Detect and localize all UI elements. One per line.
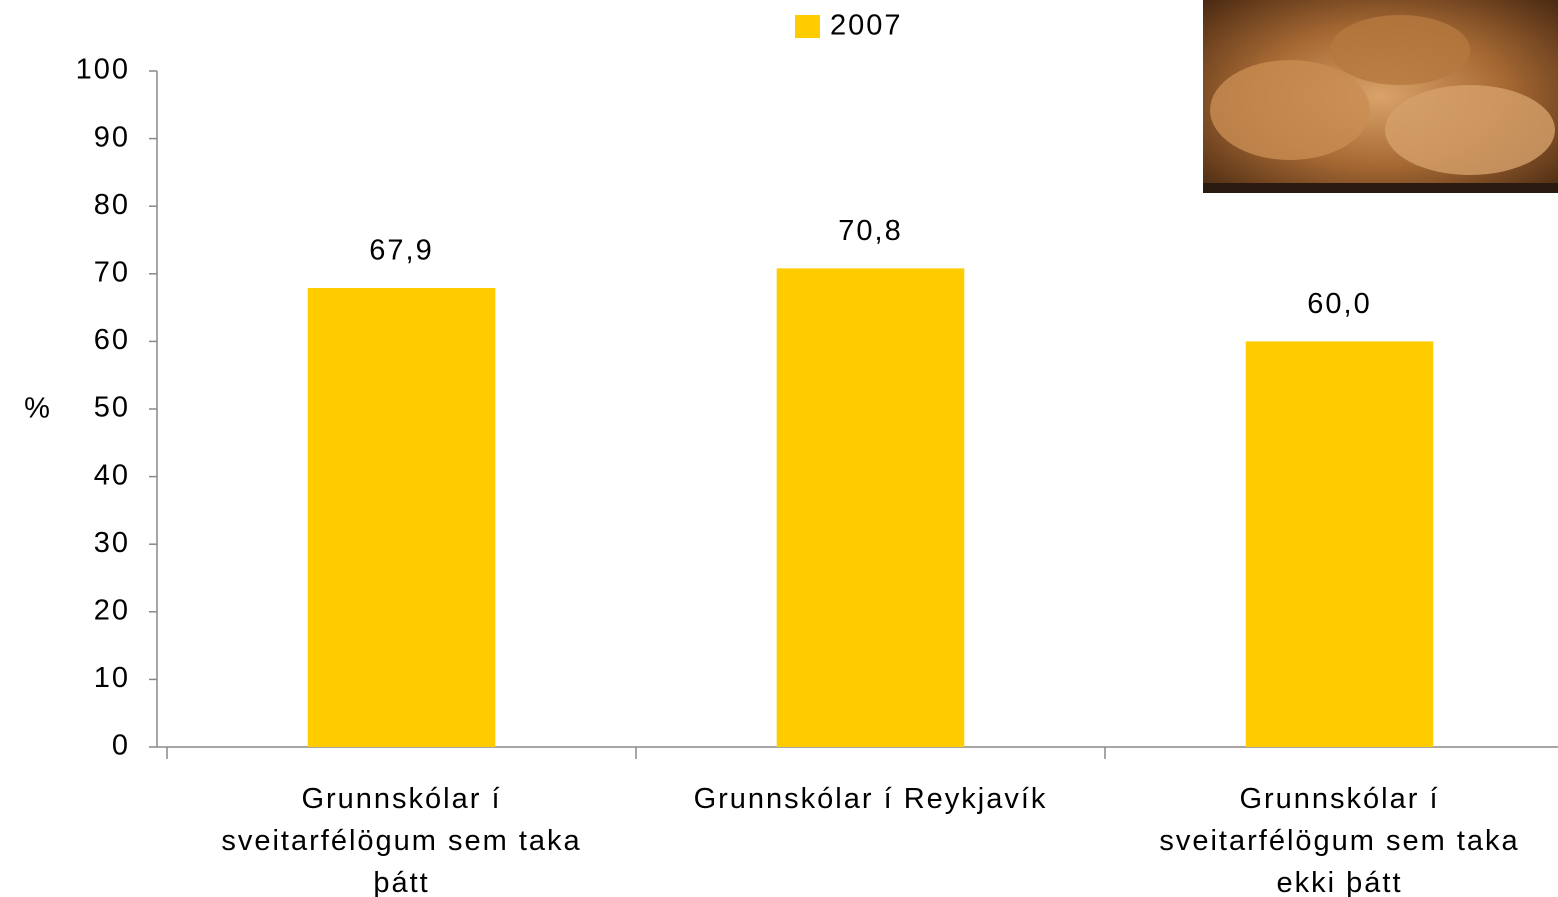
- bar: [307, 287, 496, 747]
- y-axis-label: %: [24, 393, 52, 425]
- x-tick-label: Grunnskólar í Reykjavík: [693, 783, 1048, 815]
- bar: [776, 268, 965, 747]
- y-tick-label: 80: [94, 189, 130, 221]
- bar: [1245, 341, 1434, 747]
- y-tick-label: 40: [94, 459, 130, 491]
- x-tick-label: Grunnskólar í sveitarfélögum sem taka ek…: [1159, 783, 1520, 897]
- y-tick-label: 20: [94, 594, 130, 626]
- value-label: 60,0: [1307, 288, 1371, 320]
- y-tick-label: 100: [76, 54, 130, 86]
- y-tick-label: 50: [94, 392, 130, 424]
- y-tick-label: 90: [94, 121, 130, 153]
- legend-swatch: [795, 15, 820, 38]
- legend-label: 2007: [830, 10, 903, 42]
- photo: [1203, 0, 1558, 193]
- y-tick-label: 0: [112, 730, 130, 762]
- y-tick-label: 70: [94, 256, 130, 288]
- value-label: 70,8: [838, 215, 902, 247]
- y-tick-label: 60: [94, 324, 130, 356]
- value-label: 67,9: [369, 235, 433, 267]
- y-tick-label: 10: [94, 662, 130, 694]
- x-tick-label: Grunnskólar í sveitarfélögum sem taka þá…: [221, 783, 582, 897]
- y-tick-label: 30: [94, 527, 130, 559]
